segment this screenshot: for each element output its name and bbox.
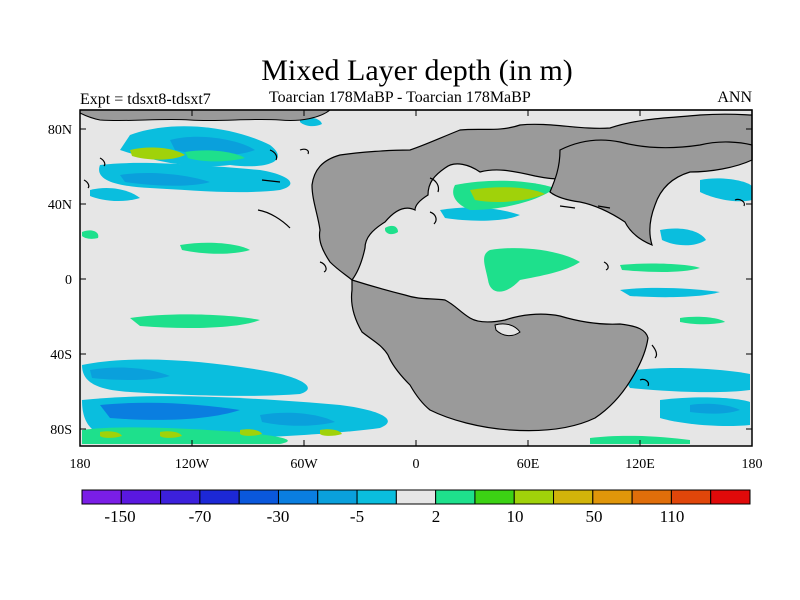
lon-label-120w: 120W: [175, 457, 210, 472]
lat-label-80n: 80N: [48, 123, 72, 138]
colorbar-swatch: [238, 489, 279, 505]
lon-label-0: 0: [413, 457, 420, 472]
colorbar-swatch: [120, 489, 162, 505]
colorbar-label: -70: [189, 507, 212, 526]
longitude-axis: [191, 110, 641, 446]
colorbar-labels: -150 -70 -30 -5 2 10 50 110: [104, 507, 684, 526]
colorbar-swatch: [356, 489, 397, 505]
colorbar-swatch: [395, 489, 437, 505]
land-masses: [79, 109, 753, 432]
lon-label-120e: 120E: [625, 457, 655, 472]
colorbar-swatch: [513, 489, 555, 505]
coastline-islands: [83, 148, 745, 387]
lon-label-180e: 180: [742, 457, 763, 472]
colorbar-swatch: [277, 489, 319, 505]
colorbar-swatch: [553, 489, 594, 505]
lon-label-60e: 60E: [517, 457, 540, 472]
colorbar-swatch: [631, 489, 672, 505]
colorbar-label: -30: [267, 507, 290, 526]
colorbar-label: 10: [507, 507, 524, 526]
colorbar-swatch: [670, 489, 712, 505]
lon-label-60w: 60W: [290, 457, 318, 472]
lat-label-0: 0: [65, 273, 72, 288]
colorbar-swatch: [474, 489, 515, 505]
colorbar-swatch: [199, 489, 240, 505]
colorbar-label: -5: [350, 507, 364, 526]
lat-label-40s: 40S: [50, 348, 72, 363]
colorbar-swatch: [160, 489, 201, 505]
colorbar-swatch: [317, 489, 358, 505]
lat-label-40n: 40N: [48, 198, 72, 213]
period-label: Toarcian 178MaBP - Toarcian 178MaBP: [269, 89, 531, 106]
colorbar-label: 110: [660, 507, 685, 526]
experiment-label: Expt = tdsxt8-tdsxt7: [80, 91, 211, 108]
lat-label-80s: 80S: [50, 423, 72, 438]
colorbar-swatch: [710, 489, 751, 505]
colorbar-swatch: [592, 489, 633, 505]
colorbar-label: -150: [104, 507, 135, 526]
map-title: Mixed Layer depth (in m): [261, 54, 573, 87]
map-panel: 80N 40N 0 40S 80S 180 120W 60W 0 60E 120…: [48, 109, 763, 472]
latitude-axis: [80, 128, 752, 430]
colorbar-label: 50: [586, 507, 603, 526]
positive-anomaly-patches: [82, 147, 725, 444]
colorbar-swatch: [435, 489, 476, 505]
colorbar: [81, 489, 751, 505]
colorbar-label: 2: [432, 507, 441, 526]
lon-label-180w: 180: [70, 457, 91, 472]
colorbar-swatch: [81, 489, 122, 505]
season-label: ANN: [717, 89, 752, 106]
